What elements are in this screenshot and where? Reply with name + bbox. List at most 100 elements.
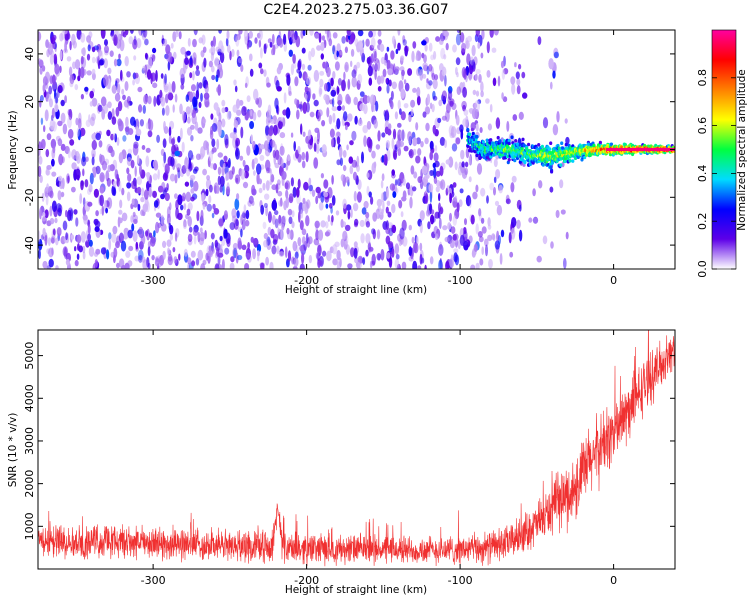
colorbar-ticks: 0.0 0.2 0.4 0.6 0.8 bbox=[696, 69, 736, 278]
heatmap-noise-cell bbox=[79, 193, 83, 204]
heatmap-noise-cell bbox=[316, 252, 321, 262]
heatmap-noise-cell bbox=[210, 232, 215, 240]
heatmap-noise-cell bbox=[426, 93, 431, 106]
heatmap-noise-cell bbox=[253, 88, 259, 101]
heatmap-signal-cell bbox=[513, 158, 517, 163]
heatmap-noise-cell bbox=[398, 199, 403, 209]
heatmap-noise-cell bbox=[87, 44, 91, 52]
heatmap-noise-cell bbox=[152, 47, 157, 54]
heatmap-noise-cell bbox=[386, 46, 390, 52]
heatmap-noise-cell bbox=[236, 210, 240, 219]
heatmap-noise-cell bbox=[365, 211, 370, 219]
heatmap-noise-cell bbox=[38, 165, 42, 178]
heatmap-noise-cell bbox=[456, 30, 461, 34]
heatmap-noise-cell bbox=[293, 257, 299, 267]
heatmap-noise-cell bbox=[468, 155, 472, 166]
heatmap-noise-cell bbox=[456, 202, 460, 213]
heatmap-noise-cell bbox=[235, 219, 239, 227]
heatmap-noise-cell bbox=[41, 216, 47, 222]
heatmap-noise-cell bbox=[324, 30, 328, 35]
heatmap-noise-cell bbox=[265, 180, 270, 191]
heatmap-noise-cell bbox=[126, 71, 131, 78]
heatmap-noise-cell bbox=[336, 136, 341, 145]
heatmap-noise-cell bbox=[205, 252, 209, 261]
heatmap-noise-cell bbox=[121, 187, 125, 196]
heatmap-noise-cell bbox=[455, 57, 461, 66]
heatmap-noise-cell bbox=[366, 120, 372, 130]
heatmap-noise-cell bbox=[131, 198, 135, 206]
heatmap-carrier-line bbox=[605, 148, 675, 151]
heatmap-noise-cell bbox=[382, 68, 387, 78]
heatmap-noise-cell bbox=[153, 230, 156, 238]
heatmap-noise-cell bbox=[239, 155, 244, 161]
heatmap-noise-cell bbox=[376, 229, 381, 240]
heatmap-noise-cell bbox=[336, 249, 341, 261]
heatmap-noise-cell bbox=[391, 81, 397, 90]
heatmap-noise-cell bbox=[257, 109, 262, 118]
heatmap-noise-cell bbox=[428, 183, 434, 193]
heatmap-noise-cell bbox=[429, 102, 433, 110]
heatmap-noise-cell bbox=[157, 169, 160, 180]
heatmap-noise-cell bbox=[259, 154, 265, 161]
heatmap-noise-cell bbox=[315, 229, 320, 241]
heatmap-noise-cell bbox=[511, 175, 517, 183]
heatmap-noise-cell bbox=[448, 156, 454, 168]
heatmap-noise-cell bbox=[445, 110, 450, 122]
heatmap-noise-cell bbox=[417, 176, 423, 184]
heatmap-noise-cell bbox=[444, 139, 447, 149]
heatmap-noise-cell bbox=[111, 85, 117, 94]
heatmap-noise-cell bbox=[124, 56, 129, 67]
heatmap-noise-cell bbox=[565, 231, 569, 240]
heatmap-noise-cell bbox=[444, 236, 450, 243]
heatmap-noise-cell bbox=[189, 55, 193, 66]
heatmap-signal-cell bbox=[540, 144, 545, 149]
heatmap-noise-cell bbox=[57, 120, 63, 127]
heatmap-noise-cell bbox=[171, 81, 176, 93]
heatmap-noise-cell bbox=[346, 30, 351, 36]
heatmap-noise-cell bbox=[133, 141, 139, 149]
heatmap-noise-cell bbox=[258, 30, 263, 41]
heatmap-noise-cell bbox=[432, 162, 436, 169]
heatmap-noise-cell bbox=[242, 212, 246, 219]
heatmap-signal-cell bbox=[522, 163, 526, 167]
heatmap-noise-cell bbox=[556, 111, 560, 123]
heatmap-noise-cell bbox=[322, 250, 327, 257]
heatmap-noise-cell bbox=[213, 163, 217, 171]
heatmap-noise-cell bbox=[219, 264, 222, 269]
heatmap-noise-cell bbox=[188, 226, 193, 233]
heatmap-noise-cell bbox=[227, 44, 231, 53]
heatmap-noise-cell bbox=[219, 235, 223, 242]
heatmap-noise-cell bbox=[455, 137, 461, 145]
heatmap-noise-cell bbox=[468, 176, 472, 183]
heatmap-noise-cell bbox=[203, 57, 207, 68]
heatmap-noise-cell bbox=[126, 156, 132, 167]
heatmap-noise-cell bbox=[356, 61, 361, 69]
heatmap-noise-cell bbox=[386, 84, 390, 94]
heatmap-noise-cell bbox=[225, 174, 228, 182]
heatmap-noise-cell bbox=[272, 149, 276, 159]
heatmap-noise-cell bbox=[395, 48, 399, 55]
heatmap-noise-cell bbox=[237, 240, 242, 250]
heatmap-noise-cell bbox=[84, 179, 89, 188]
heatmap-noise-cell bbox=[266, 167, 270, 174]
heatmap-signal-cell bbox=[586, 142, 591, 146]
heatmap-noise-cell bbox=[307, 139, 313, 150]
heatmap-noise-cell bbox=[387, 68, 393, 76]
heatmap-noise-cell bbox=[435, 36, 441, 42]
heatmap-noise-cell bbox=[449, 98, 455, 105]
heatmap-noise-cell bbox=[409, 196, 413, 209]
heatmap-noise-cell bbox=[184, 181, 190, 187]
heatmap-noise-cell bbox=[439, 136, 446, 146]
heatmap-noise-cell bbox=[308, 254, 313, 264]
heatmap-signal-cell bbox=[491, 141, 495, 145]
heatmap-noise-cell bbox=[270, 139, 276, 148]
colorbar-tick-label: 0.2 bbox=[696, 212, 709, 230]
heatmap-noise-cell bbox=[218, 218, 224, 227]
heatmap-noise-cell bbox=[168, 222, 172, 231]
heatmap-noise-cell bbox=[382, 191, 388, 202]
heatmap-noise-cell bbox=[185, 106, 191, 115]
heatmap-noise-cell bbox=[417, 265, 422, 269]
heatmap-noise-cell bbox=[38, 230, 41, 243]
heatmap-noise-cell bbox=[202, 203, 206, 210]
heatmap-noise-cell bbox=[347, 113, 353, 122]
